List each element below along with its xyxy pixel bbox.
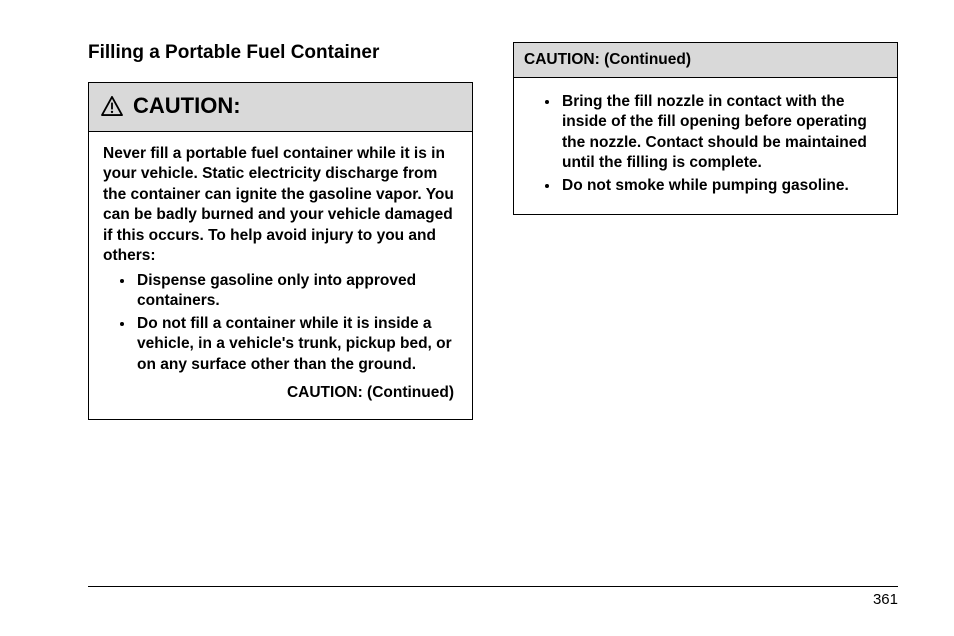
section-title: Filling a Portable Fuel Container — [88, 42, 473, 64]
caution-intro-text: Never fill a portable fuel container whi… — [103, 144, 458, 267]
caution-body-continued: Bring the fill nozzle in contact with th… — [514, 78, 897, 214]
warning-triangle-icon — [101, 96, 123, 116]
right-column: CAUTION: (Continued) Bring the fill nozz… — [513, 42, 898, 420]
two-column-layout: Filling a Portable Fuel Container CAUTIO… — [88, 42, 898, 420]
page-footer: 361 — [88, 586, 898, 608]
page-number: 361 — [88, 591, 898, 608]
caution-bullet: Do not fill a container while it is insi… — [135, 314, 458, 375]
caution-header-continued: CAUTION: (Continued) — [514, 43, 897, 78]
caution-bullet: Dispense gasoline only into approved con… — [135, 271, 458, 312]
caution-heading: CAUTION: — [133, 93, 241, 119]
caution-bullet: Do not smoke while pumping gasoline. — [560, 176, 883, 196]
manual-page: Filling a Portable Fuel Container CAUTIO… — [0, 0, 954, 636]
footer-rule — [88, 586, 898, 587]
caution-box-main: CAUTION: Never fill a portable fuel cont… — [88, 82, 473, 420]
caution-bullet: Bring the fill nozzle in contact with th… — [560, 92, 883, 174]
caution-header: CAUTION: — [89, 83, 472, 132]
caution-bullet-list: Dispense gasoline only into approved con… — [103, 271, 458, 375]
left-column: Filling a Portable Fuel Container CAUTIO… — [88, 42, 473, 420]
caution-body: Never fill a portable fuel container whi… — [89, 132, 472, 419]
caution-continued-label: CAUTION: (Continued) — [103, 383, 458, 403]
caution-bullet-list-continued: Bring the fill nozzle in contact with th… — [528, 92, 883, 196]
caution-heading-continued: CAUTION: (Continued) — [524, 51, 691, 69]
caution-box-continued: CAUTION: (Continued) Bring the fill nozz… — [513, 42, 898, 215]
